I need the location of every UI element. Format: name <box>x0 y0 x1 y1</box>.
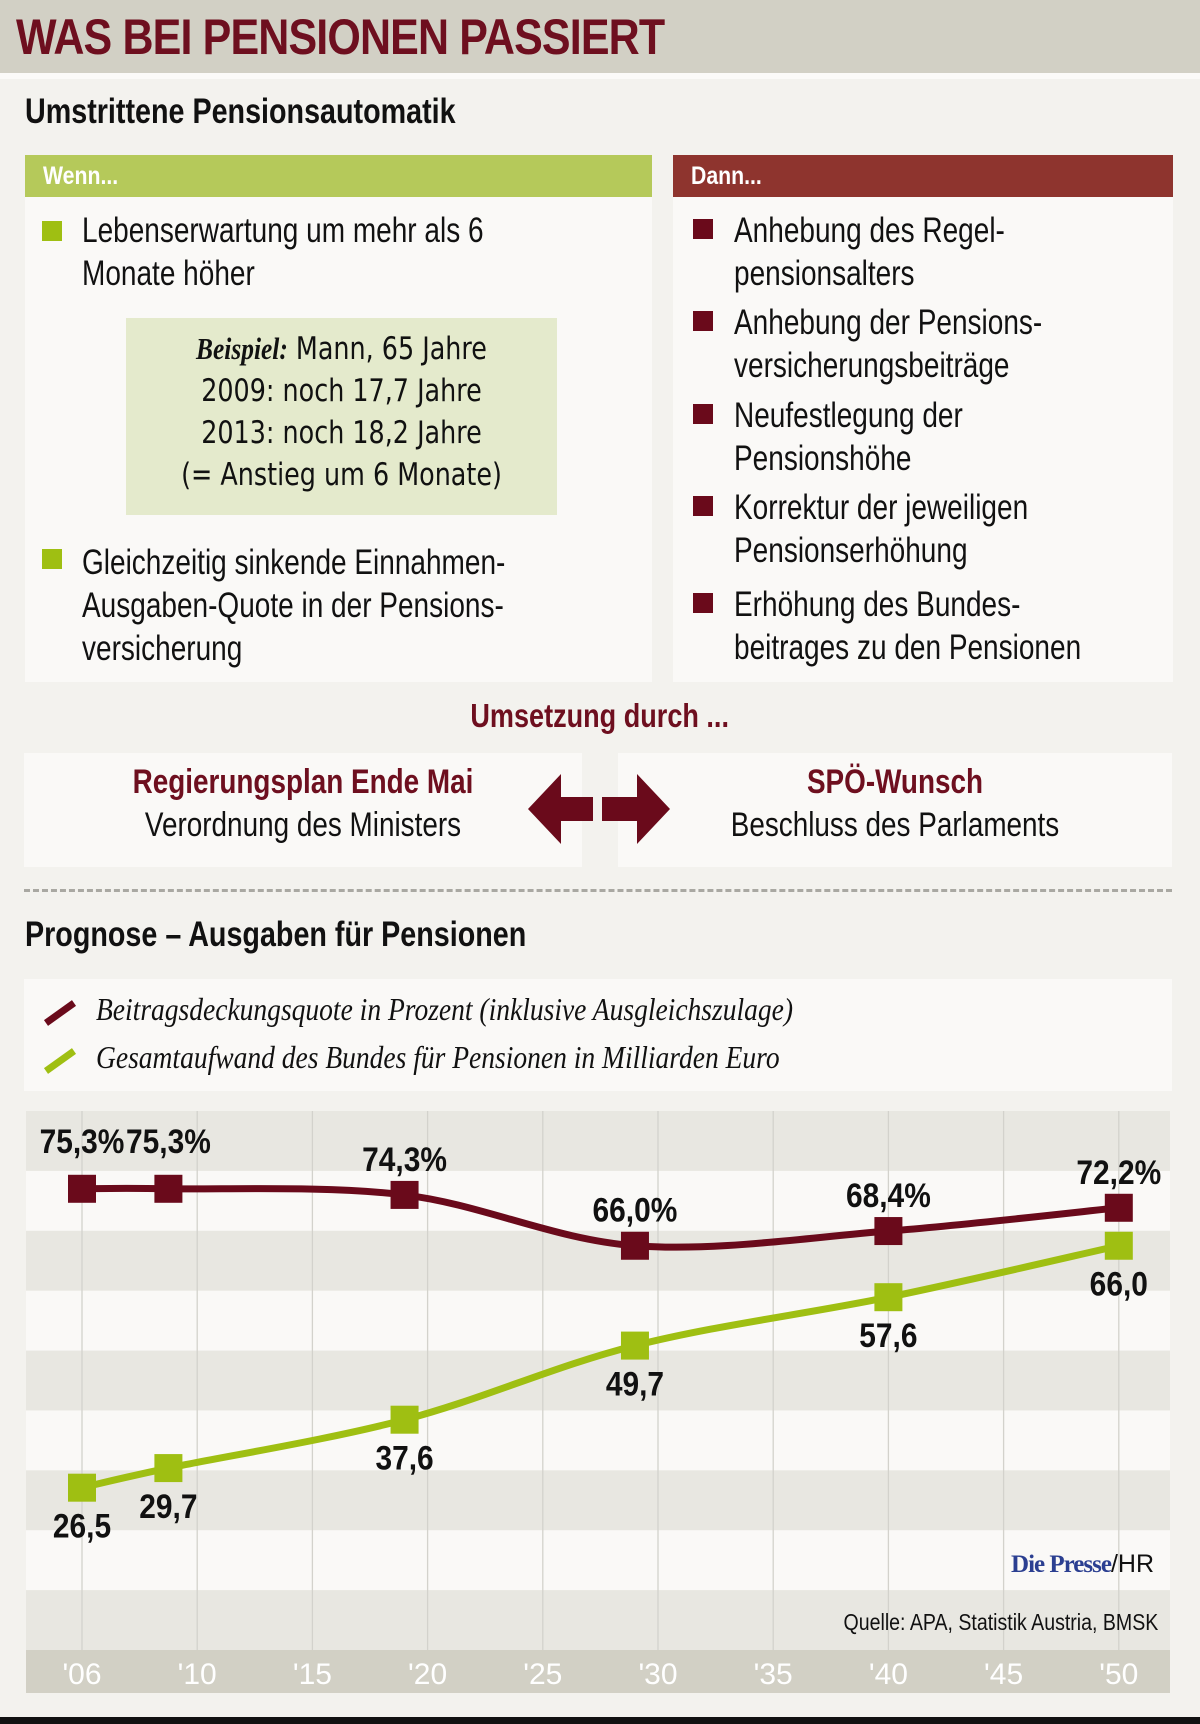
bullet-square-icon <box>693 496 713 516</box>
x-tick-label: '15 <box>293 1658 332 1691</box>
data-point-marker <box>620 1231 649 1260</box>
dann-item: Erhöhung des Bundes- beitrages zu den Pe… <box>734 585 1082 667</box>
x-axis-band <box>26 1650 1170 1693</box>
example-line-2: 2009: noch 17,7 Jahre <box>201 373 482 409</box>
page-title: WAS BEI PENSIONEN PASSIERT <box>16 9 665 65</box>
wenn-header: Wenn... <box>25 155 652 197</box>
x-tick-label: '50 <box>1099 1658 1138 1691</box>
legend-swatch-maroon <box>43 1000 77 1026</box>
x-tick-label: '06 <box>62 1658 101 1691</box>
grid-band <box>26 1530 1170 1591</box>
credit-author: /HR <box>1110 1550 1154 1578</box>
umsetzung-title: Umsetzung durch ... <box>470 697 730 734</box>
automatik-title: Umstrittene Pensionsautomatik <box>25 92 456 131</box>
grid-band <box>26 1290 1170 1352</box>
data-label: 72,2% <box>1076 1153 1161 1191</box>
bullet-square-icon <box>42 549 62 569</box>
data-point-marker <box>68 1473 96 1502</box>
title-banner <box>0 0 1200 73</box>
option-left-subtitle: Verordnung des Ministers <box>144 806 462 844</box>
bullet-square-icon <box>693 593 713 613</box>
dann-header: Dann... <box>673 155 1173 197</box>
bullet-square-icon <box>693 404 713 424</box>
data-label: 37,6 <box>375 1439 433 1477</box>
arrow-right-icon <box>602 774 670 844</box>
data-point-marker <box>154 1174 183 1203</box>
legend-swatch-green <box>43 1048 77 1074</box>
data-label: 74,3% <box>362 1140 447 1178</box>
option-right-panel: SPÖ-Wunsch Beschluss des Parlaments <box>618 753 1172 867</box>
grid-band <box>26 1350 1170 1411</box>
data-point-marker <box>1104 1231 1133 1260</box>
example-line-4: (= Anstieg um 6 Monate) <box>181 457 502 493</box>
dann-item: Korrektur der jeweiligen Pensionserhöhun… <box>734 488 1029 570</box>
chart-legend: Beitragsdeckungsquote in Prozent (inklus… <box>24 979 1172 1091</box>
bullet-square-icon <box>693 219 713 239</box>
example-box: Beispiel: Mann, 65 Jahre 2009: noch 17,7… <box>126 318 557 515</box>
grid-band <box>26 1590 1170 1651</box>
option-left-panel: Regierungsplan Ende Mai Verordnung des M… <box>24 753 582 867</box>
data-point-marker <box>620 1331 649 1360</box>
example-line-3: 2013: noch 18,2 Jahre <box>201 415 482 451</box>
data-point-marker <box>390 1405 419 1434</box>
data-label: 66,0% <box>593 1191 678 1229</box>
x-tick-label: '40 <box>869 1658 908 1691</box>
data-point-marker <box>1104 1193 1133 1222</box>
double-arrow-icon <box>528 774 670 844</box>
x-tick-label: '10 <box>178 1658 217 1691</box>
dann-panel: Dann... <box>673 155 1173 682</box>
section-divider <box>24 889 1172 892</box>
data-label: 57,6 <box>859 1316 917 1354</box>
brand-logo: Die Presse <box>1011 1551 1112 1578</box>
data-label: 68,4% <box>846 1176 931 1214</box>
example-line-1: Beispiel: Mann, 65 Jahre <box>165 328 518 370</box>
dann-item: Neufestlegung der Pensionshöhe <box>734 396 963 478</box>
data-label: 49,7 <box>606 1365 664 1403</box>
data-label: 66,0 <box>1090 1265 1148 1303</box>
dann-item: Anhebung des Regel- pensionsalters <box>734 211 1005 293</box>
data-point-marker <box>874 1217 903 1246</box>
option-right-title: SPÖ-Wunsch <box>806 763 984 801</box>
data-point-marker <box>874 1283 903 1312</box>
option-left-title: Regierungsplan Ende Mai <box>132 763 474 801</box>
wenn-item: Lebenserwartung um mehr als 6 Monate höh… <box>82 211 484 293</box>
bottom-bar <box>0 1717 1200 1724</box>
prognose-title: Prognose – Ausgaben für Pensionen <box>25 915 527 954</box>
grid-band <box>26 1470 1170 1531</box>
x-tick-label: '25 <box>523 1658 562 1691</box>
x-tick-label: '35 <box>754 1658 793 1691</box>
source-note: Quelle: APA, Statistik Austria, BMSK <box>843 1609 1158 1635</box>
credit: Die Presse/HR <box>1011 1550 1154 1579</box>
data-point-marker <box>154 1454 183 1483</box>
umsetzung-title-wrap: Umsetzung durch ... <box>0 697 1200 735</box>
data-label: 75,3% <box>126 1122 211 1160</box>
data-point-marker <box>390 1180 419 1209</box>
bullet-square-icon <box>693 311 713 331</box>
example-text: Mann, 65 Jahre <box>295 331 487 367</box>
dann-header-label: Dann... <box>691 162 762 190</box>
banner-divider <box>0 73 1200 79</box>
wenn-header-label: Wenn... <box>43 162 119 190</box>
line-chart: '06 '10 '15 '20 '25 '30 '35 '40 '45 '50 75,3% 75,3%… <box>26 1111 1170 1693</box>
bullet-square-icon <box>42 221 62 241</box>
example-label: Beispiel: <box>196 331 288 366</box>
wenn-item: Gleichzeitig sinkende Einnahmen- Ausgabe… <box>82 543 506 668</box>
data-label: 26,5 <box>53 1507 111 1545</box>
arrow-left-icon <box>528 774 593 844</box>
x-tick-label: '45 <box>984 1658 1023 1691</box>
grid-band <box>26 1111 1170 1172</box>
x-tick-label: '30 <box>638 1658 677 1691</box>
legend-label-deckungsquote: Beitragsdeckungsquote in Prozent (inklus… <box>96 991 794 1027</box>
dann-item: Anhebung der Pensions- versicherungsbeit… <box>734 303 1043 385</box>
data-label: 75,3% <box>40 1122 125 1160</box>
data-point-marker <box>68 1174 96 1203</box>
data-label: 29,7 <box>139 1487 197 1525</box>
legend-label-gesamtaufwand: Gesamtaufwand des Bundes für Pensionen i… <box>96 1039 780 1075</box>
option-right-subtitle: Beschluss des Parlaments <box>730 806 1060 844</box>
x-tick-label: '20 <box>408 1658 447 1691</box>
